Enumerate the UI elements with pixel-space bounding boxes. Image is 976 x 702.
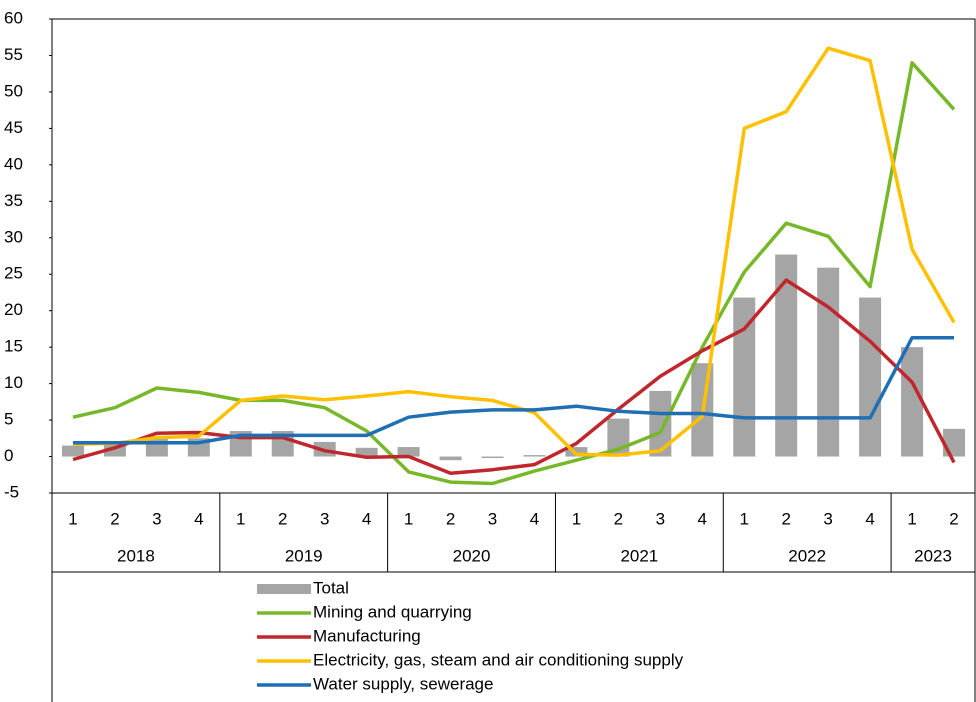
y-tick-label: 0: [4, 446, 13, 465]
x-tick-label: 1: [740, 509, 749, 528]
bar: [943, 428, 966, 457]
x-tick-label: 4: [865, 509, 874, 528]
bar: [523, 455, 546, 457]
x-tick-label: 4: [698, 509, 707, 528]
y-tick-label: 35: [4, 191, 23, 210]
x-tick-label: 4: [362, 509, 371, 528]
x-tick-label: 3: [488, 509, 497, 528]
line: [73, 335, 954, 445]
legend-label: Electricity, gas, steam and air conditio…: [313, 650, 684, 669]
x-group-label: 2019: [285, 546, 323, 565]
line: [72, 278, 956, 476]
x-tick-label: 2: [278, 509, 287, 528]
y-tick-label: 20: [4, 300, 23, 319]
y-tick-label: 50: [4, 81, 23, 100]
x-tick-label: 2: [110, 509, 119, 528]
x-tick-label: 4: [194, 509, 203, 528]
x-group-label: 2021: [620, 546, 658, 565]
plot-frame: [51, 18, 976, 494]
legend-label: Mining and quarrying: [313, 602, 472, 621]
bar: [355, 447, 378, 457]
bar: [649, 390, 672, 457]
bar: [397, 447, 420, 457]
bar: [901, 347, 924, 457]
y-tick-label: 5: [4, 410, 13, 429]
y-tick-label: 55: [4, 45, 23, 64]
x-group-label: 2020: [453, 546, 491, 565]
y-tick-label: 45: [4, 118, 23, 137]
bar: [61, 445, 84, 457]
x-tick-label: 2: [781, 509, 790, 528]
bar: [565, 447, 588, 457]
y-tick-label: 30: [4, 227, 23, 246]
bar: [439, 456, 462, 461]
legend-box: [51, 571, 976, 702]
x-group-label: 2018: [117, 546, 155, 565]
y-tick-label: 25: [4, 264, 23, 283]
x-tick-label: 3: [152, 509, 161, 528]
line: [72, 61, 956, 486]
x-group-label: 2022: [788, 546, 826, 565]
x-tick-label: 3: [320, 509, 329, 528]
bar: [859, 297, 882, 457]
bar: [481, 456, 504, 458]
x-group-label: 2023: [914, 546, 952, 565]
y-tick-label: 40: [4, 154, 23, 173]
legend-label: Total: [313, 578, 349, 597]
x-tick-label: 2: [446, 509, 455, 528]
x-tick-label: 2: [949, 509, 958, 528]
y-tick-label: 15: [4, 337, 23, 356]
legend-swatch: [257, 584, 311, 594]
x-tick-label: 1: [404, 509, 413, 528]
x-tick-label: 1: [68, 509, 77, 528]
x-tick-label: 4: [530, 509, 539, 528]
y-tick-label: -5: [4, 482, 19, 501]
legend-label: Water supply, sewerage: [313, 674, 493, 693]
x-tick-label: 3: [823, 509, 832, 528]
bar: [817, 267, 840, 457]
line: [72, 46, 956, 457]
x-tick-label: 1: [236, 509, 245, 528]
x-tick-label: 3: [656, 509, 665, 528]
y-tick-label: 10: [4, 373, 23, 392]
x-tick-label: 1: [572, 509, 581, 528]
x-tick-label: 1: [907, 509, 916, 528]
x-tick-label: 2: [614, 509, 623, 528]
y-tick-label: 60: [4, 8, 23, 27]
bar: [775, 254, 798, 457]
legend-label: Manufacturing: [313, 626, 421, 645]
